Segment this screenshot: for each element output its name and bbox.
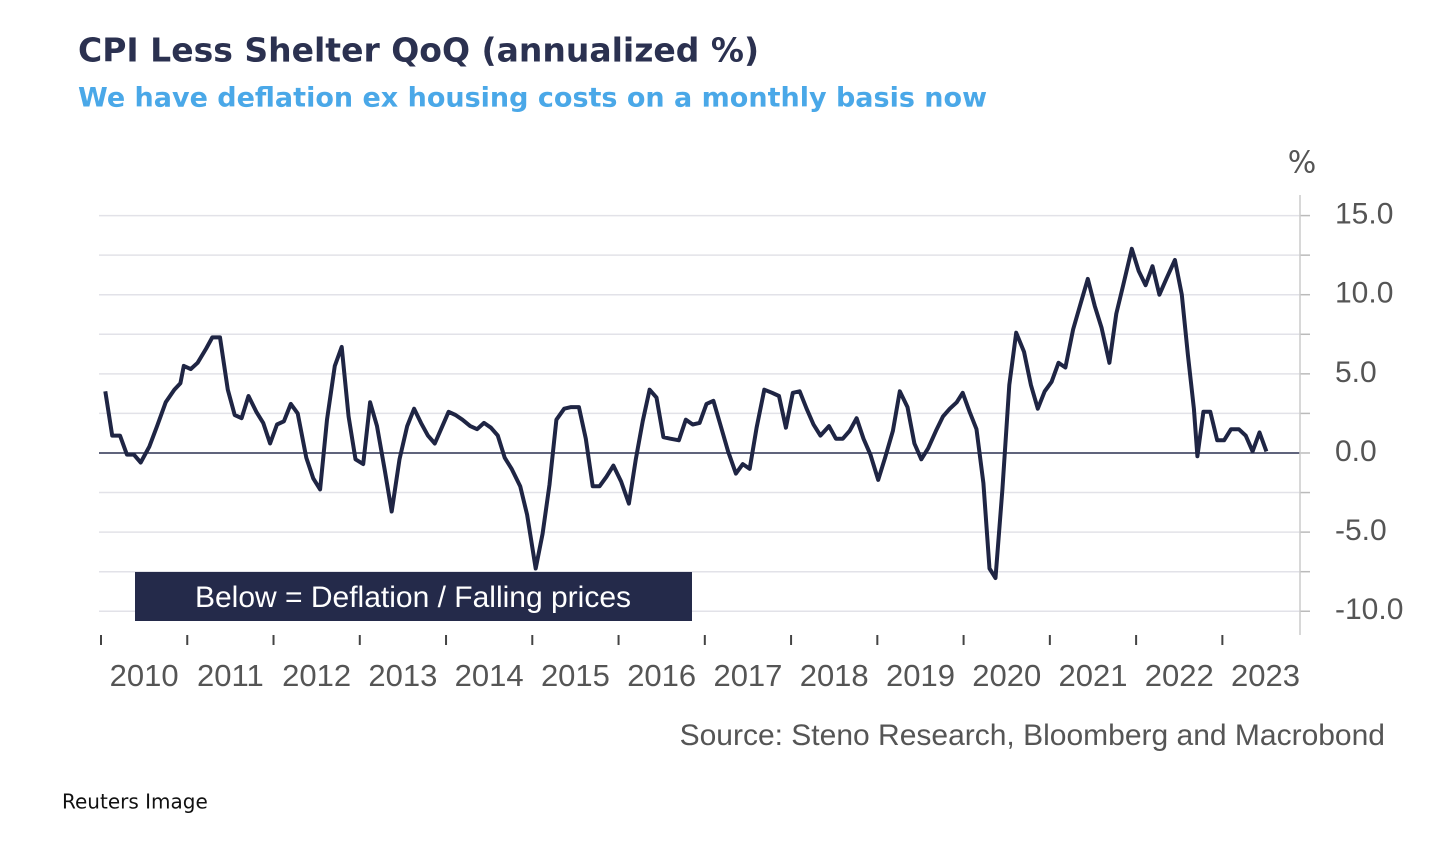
x-tick-label: 2022 — [1145, 658, 1214, 693]
x-tick-label: 2023 — [1231, 658, 1300, 693]
x-tick-label: 2010 — [110, 658, 179, 693]
y-tick-label: 15.0 — [1335, 197, 1393, 230]
y-tick-label: -10.0 — [1335, 593, 1403, 626]
x-tick-label: 2015 — [541, 658, 610, 693]
chart-title: CPI Less Shelter QoQ (annualized %) — [78, 31, 759, 70]
x-tick-label: 2016 — [627, 658, 696, 693]
x-tick-label: 2014 — [455, 658, 524, 693]
x-tick-label: 2012 — [282, 658, 351, 693]
annotation-box — [135, 572, 692, 621]
y-unit: % — [1288, 146, 1317, 181]
annotation: Below = Deflation / Falling prices — [195, 581, 631, 614]
x-tick-label: 2019 — [886, 658, 955, 693]
y-tick-label: 5.0 — [1335, 356, 1377, 389]
y-tick-label: -5.0 — [1335, 514, 1387, 547]
x-tick-label: 2013 — [368, 658, 437, 693]
chart-subtitle: We have deflation ex housing costs on a … — [78, 83, 987, 114]
credit: Reuters Image — [62, 790, 208, 814]
data-line — [103, 246, 1269, 580]
x-tick-label: 2021 — [1058, 658, 1127, 693]
y-tick-label: 0.0 — [1335, 435, 1377, 468]
x-tick-label: 2017 — [713, 658, 782, 693]
x-tick-label: 2011 — [197, 658, 264, 693]
source: Source: Steno Research, Bloomberg and Ma… — [680, 719, 1385, 752]
x-tick-label: 2018 — [800, 658, 869, 693]
x-tick-label: 2020 — [972, 658, 1041, 693]
y-tick-label: 10.0 — [1335, 277, 1393, 310]
